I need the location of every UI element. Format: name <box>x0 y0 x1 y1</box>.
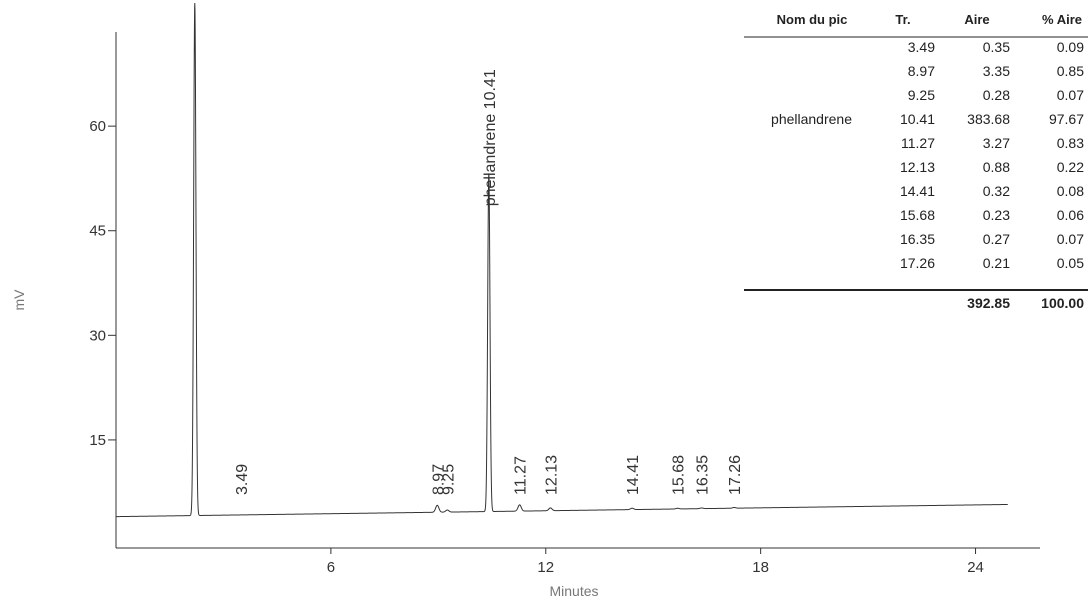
table-cell-pct: 0.06 <box>1057 207 1084 223</box>
y-axis-label: mV <box>11 289 27 311</box>
table-cell-pct: 0.09 <box>1057 39 1084 55</box>
table-cell-pct: 0.08 <box>1057 183 1084 199</box>
table-cell-tr: 3.49 <box>908 39 935 55</box>
x-axis-label: Minutes <box>549 583 598 599</box>
x-tick-label: 12 <box>537 559 554 576</box>
y-tick-label: 15 <box>89 432 106 449</box>
peak-label: 3.49 <box>234 464 251 495</box>
table-cell-pct: 0.83 <box>1057 135 1084 151</box>
peak-label: 11.27 <box>513 456 530 495</box>
peak-label: 15.68 <box>671 455 688 495</box>
peak-label: 14.41 <box>625 455 642 495</box>
table-header: Nom du pic <box>777 12 848 27</box>
table-cell-aire: 0.21 <box>983 255 1010 271</box>
table-cell-tr: 10.41 <box>900 111 935 127</box>
table-cell-aire: 0.32 <box>983 183 1010 199</box>
table-total-pct: 100.00 <box>1041 295 1084 311</box>
table-total-aire: 392.85 <box>967 295 1010 311</box>
table-cell-aire: 0.23 <box>983 207 1010 223</box>
table-cell-tr: 17.26 <box>900 255 935 271</box>
table-cell-tr: 14.41 <box>900 183 935 199</box>
table-cell-pct: 97.67 <box>1049 111 1084 127</box>
y-tick-label: 45 <box>89 223 106 240</box>
peak-label: 16.35 <box>695 455 712 495</box>
peak-label: 12.13 <box>543 455 560 495</box>
table-cell-aire: 3.27 <box>983 135 1010 151</box>
table-cell-aire: 0.35 <box>983 39 1010 55</box>
table-cell-name: phellandrene <box>771 111 852 127</box>
table-header: % Aire <box>1042 12 1082 27</box>
table-header: Aire <box>964 12 989 27</box>
table-header: Tr. <box>895 12 910 27</box>
x-tick-label: 6 <box>327 559 335 576</box>
peak-table: Nom du pic Tr. Aire % Aire 3.49 0.35 0.09 8.97 3… <box>744 12 1088 311</box>
y-tick-label: 60 <box>89 118 106 135</box>
x-tick-label: 18 <box>752 559 769 576</box>
table-cell-tr: 12.13 <box>900 159 935 175</box>
table-cell-pct: 0.22 <box>1057 159 1084 175</box>
table-cell-aire: 3.35 <box>983 63 1010 79</box>
table-cell-tr: 16.35 <box>900 231 935 247</box>
peak-label: 9.25 <box>440 464 457 495</box>
table-cell-tr: 8.97 <box>908 63 935 79</box>
trace-layer <box>116 3 1008 518</box>
y-tick-label: 30 <box>89 327 106 344</box>
x-tick-label: 24 <box>967 559 984 576</box>
table-cell-aire: 0.28 <box>983 87 1010 103</box>
table-cell-pct: 0.07 <box>1057 87 1084 103</box>
peak-labels: 3.49 8.979.25 phellandrene 10.41 11.27 12.13… <box>234 69 744 495</box>
table-cell-pct: 0.05 <box>1057 255 1084 271</box>
table-cell-tr: 9.25 <box>908 87 935 103</box>
table-cell-aire: 383.68 <box>967 111 1010 127</box>
table-cell-pct: 0.85 <box>1057 63 1084 79</box>
table-cell-aire: 0.88 <box>983 159 1010 175</box>
table-cell-tr: 11.27 <box>901 135 935 151</box>
peak-label: 17.26 <box>727 455 744 495</box>
peak-label-phellandrene: phellandrene 10.41 <box>482 69 499 206</box>
peak-label: 8.97 <box>430 464 447 495</box>
table-cell-aire: 0.27 <box>983 231 1010 247</box>
chromatogram-trace <box>116 3 1008 518</box>
axes: 15 30 45 60 6 12 18 24 <box>89 32 1040 576</box>
table-cell-pct: 0.07 <box>1057 231 1084 247</box>
table-cell-tr: 15.68 <box>900 207 935 223</box>
